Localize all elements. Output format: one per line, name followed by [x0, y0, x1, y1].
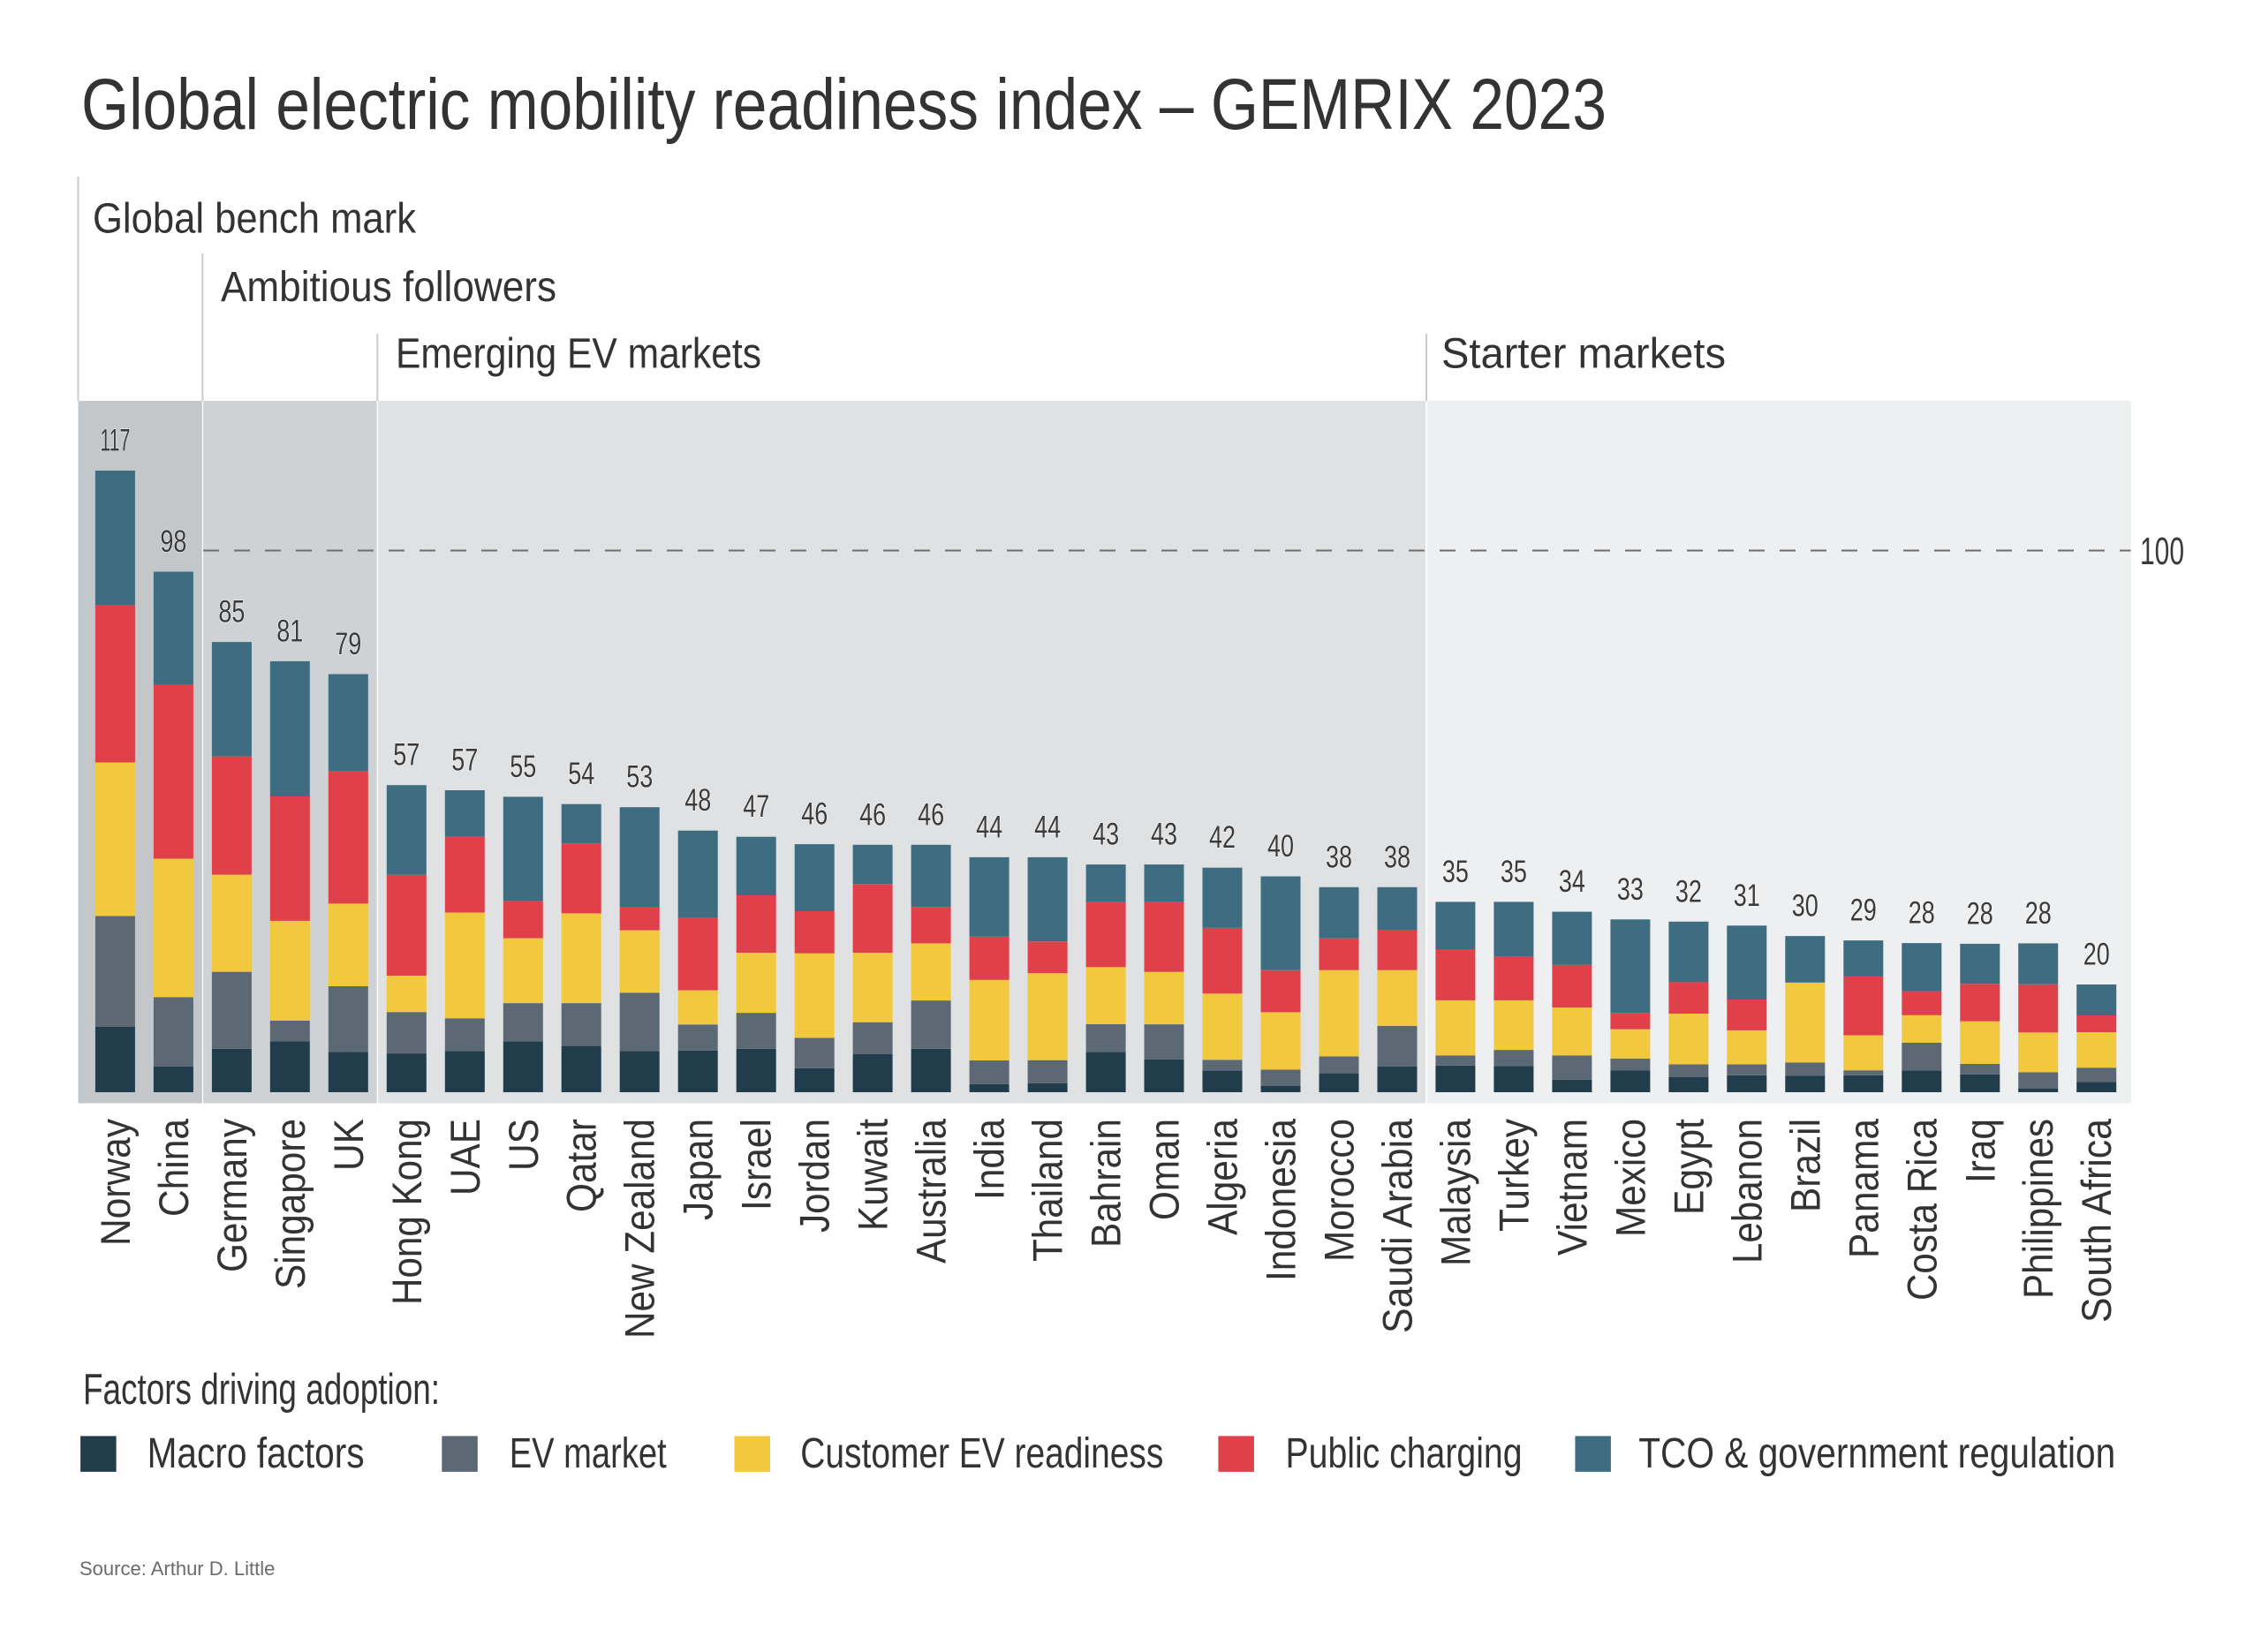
svg-text:Global bench mark: Global bench mark: [93, 196, 417, 243]
svg-text:Singapore: Singapore: [267, 1119, 314, 1289]
svg-text:30: 30: [1792, 889, 1819, 924]
svg-text:Macro factors: Macro factors: [147, 1430, 365, 1477]
svg-text:Factors driving adoption:: Factors driving adoption:: [83, 1366, 440, 1414]
svg-text:Thailand: Thailand: [1025, 1119, 1071, 1262]
svg-text:Morocco: Morocco: [1316, 1119, 1363, 1262]
svg-text:Kuwait: Kuwait: [850, 1119, 896, 1231]
svg-text:54: 54: [568, 757, 594, 791]
svg-text:Source: Arthur D. Little: Source: Arthur D. Little: [79, 1558, 275, 1580]
svg-text:43: 43: [1151, 818, 1177, 852]
svg-text:Bahrain: Bahrain: [1083, 1119, 1130, 1248]
svg-text:Germany: Germany: [208, 1119, 255, 1272]
svg-text:Customer EV readiness: Customer EV readiness: [800, 1430, 1163, 1477]
svg-text:79: 79: [335, 627, 361, 661]
svg-text:98: 98: [160, 524, 186, 559]
svg-text:57: 57: [393, 738, 420, 773]
svg-text:Turkey: Turkey: [1490, 1119, 1537, 1232]
svg-text:Egypt: Egypt: [1665, 1119, 1712, 1215]
svg-text:35: 35: [1501, 855, 1527, 889]
svg-text:48: 48: [684, 783, 711, 818]
svg-text:Iraq: Iraq: [1956, 1119, 2003, 1183]
svg-text:28: 28: [2025, 896, 2052, 931]
svg-text:Oman: Oman: [1141, 1119, 1188, 1220]
svg-text:20: 20: [2083, 938, 2110, 972]
svg-text:81: 81: [276, 614, 303, 648]
svg-text:Panama: Panama: [1840, 1118, 1887, 1258]
svg-text:TCO & government regulation: TCO & government regulation: [1638, 1430, 2115, 1477]
svg-text:Australia: Australia: [908, 1118, 955, 1264]
svg-text:42: 42: [1209, 820, 1236, 855]
svg-text:38: 38: [1326, 840, 1352, 874]
svg-text:Costa Rica: Costa Rica: [1898, 1118, 1945, 1301]
svg-text:85: 85: [218, 595, 245, 630]
svg-text:Global electric mobility readi: Global electric mobility readiness index…: [81, 64, 1607, 145]
svg-text:34: 34: [1559, 864, 1585, 899]
svg-text:32: 32: [1675, 874, 1702, 909]
svg-text:Hong Kong: Hong Kong: [383, 1119, 430, 1305]
svg-text:China: China: [150, 1118, 197, 1217]
svg-text:33: 33: [1617, 872, 1644, 907]
svg-text:India: India: [966, 1118, 1013, 1200]
svg-text:Saudi Arabia: Saudi Arabia: [1374, 1118, 1421, 1333]
svg-text:46: 46: [918, 797, 944, 832]
svg-text:Malaysia: Malaysia: [1432, 1118, 1478, 1266]
svg-text:100: 100: [2140, 530, 2184, 573]
svg-text:UAE: UAE: [442, 1119, 488, 1196]
svg-text:47: 47: [743, 789, 769, 824]
svg-text:117: 117: [100, 424, 130, 458]
svg-text:29: 29: [1850, 894, 1877, 928]
svg-text:New Zealand: New Zealand: [616, 1119, 663, 1339]
svg-text:Public charging: Public charging: [1286, 1430, 1523, 1477]
svg-text:Indonesia: Indonesia: [1258, 1118, 1304, 1281]
svg-text:Emerging EV markets: Emerging EV markets: [396, 330, 761, 377]
svg-text:Mexico: Mexico: [1607, 1119, 1653, 1237]
svg-text:US: US: [500, 1119, 547, 1171]
svg-text:53: 53: [626, 760, 653, 795]
svg-text:46: 46: [859, 797, 886, 832]
svg-text:46: 46: [801, 797, 828, 832]
svg-text:38: 38: [1384, 840, 1410, 874]
svg-text:Brazil: Brazil: [1781, 1119, 1828, 1212]
svg-text:Norway: Norway: [92, 1119, 139, 1246]
svg-text:28: 28: [1909, 896, 1935, 931]
svg-text:Vietnam: Vietnam: [1548, 1119, 1595, 1256]
svg-text:44: 44: [976, 810, 1002, 844]
svg-text:Japan: Japan: [675, 1119, 722, 1220]
svg-text:Starter markets: Starter markets: [1441, 330, 1726, 377]
svg-text:57: 57: [451, 743, 478, 778]
svg-text:40: 40: [1267, 829, 1294, 864]
svg-text:44: 44: [1034, 810, 1061, 844]
svg-text:Israel: Israel: [733, 1119, 780, 1211]
svg-text:55: 55: [510, 750, 536, 784]
svg-text:EV market: EV market: [510, 1430, 667, 1477]
svg-text:Algeria: Algeria: [1199, 1118, 1246, 1235]
svg-text:43: 43: [1093, 818, 1119, 852]
svg-text:31: 31: [1734, 879, 1760, 913]
svg-text:Jordan: Jordan: [791, 1119, 838, 1233]
svg-text:35: 35: [1442, 855, 1469, 889]
svg-text:Ambitious followers: Ambitious followers: [221, 264, 556, 311]
svg-text:UK: UK: [325, 1119, 372, 1171]
svg-text:Lebanon: Lebanon: [1723, 1119, 1770, 1264]
svg-text:South Africa: South Africa: [2073, 1118, 2120, 1323]
svg-text:28: 28: [1967, 896, 1993, 931]
svg-text:Qatar: Qatar: [558, 1119, 605, 1212]
svg-text:Philippines: Philippines: [2015, 1119, 2061, 1299]
